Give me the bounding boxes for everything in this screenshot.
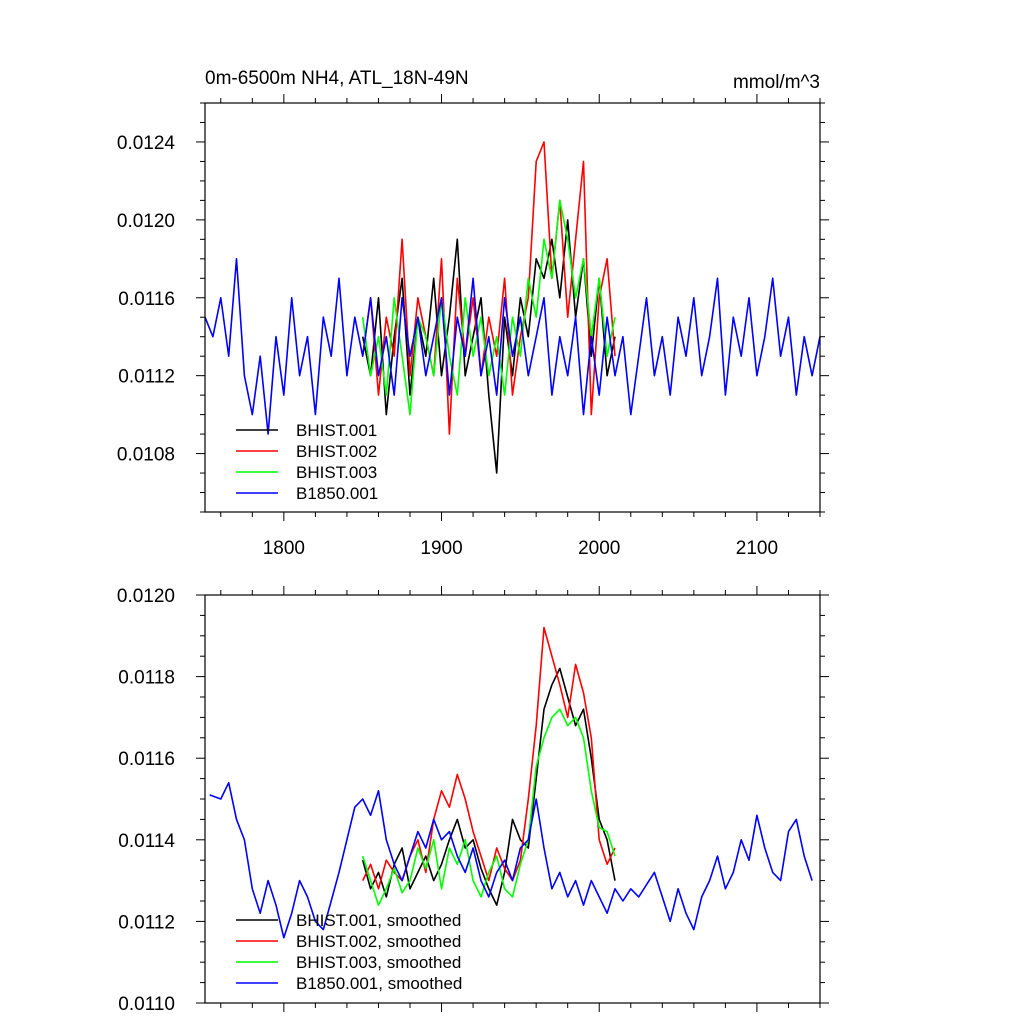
top-axes: 1800 1900 2000 2100 0.0108 0.0112 0.0116 0.0120…: [117, 94, 829, 559]
units-label: mmol/m^3: [733, 72, 820, 93]
legend-label-1: BHIST.002, smoothed: [296, 932, 461, 951]
y-tick-label: 0.0120: [117, 586, 175, 607]
chart-title: 0m-6500m NH4, ATL_18N-49N: [205, 68, 469, 89]
y-tick-label: 0.0108: [117, 445, 175, 466]
legend-label-3: B1850.001: [296, 484, 378, 503]
plot-frame: [204, 102, 821, 513]
y-tick-label: 0.0124: [117, 133, 176, 154]
top-legend: BHIST.001 BHIST.002 BHIST.003 B1850.001: [236, 421, 378, 503]
series-line-1: [361, 141, 616, 435]
legend-label-2: BHIST.003: [296, 463, 377, 482]
bottom-panel: 0.0110 0.0112 0.0114 0.0116 0.0118 0.0120 BHI…: [117, 586, 829, 1015]
y-tick-label: 0.0112: [118, 367, 175, 388]
legend-label-3: B1850.001, smoothed: [296, 974, 462, 993]
y-tick-label: 0.0118: [118, 668, 175, 689]
x-tick-label: 1900: [420, 538, 462, 559]
legend-label-1: BHIST.002: [296, 442, 377, 461]
x-tick-label: 2000: [578, 538, 620, 559]
x-tick-label: 1800: [263, 538, 305, 559]
y-tick-label: 0.0112: [118, 912, 175, 933]
bottom-series-layer: [209, 626, 813, 939]
y-tick-label: 0.0120: [117, 211, 175, 232]
series-line-3: [209, 781, 813, 939]
legend-label-2: BHIST.003, smoothed: [296, 953, 461, 972]
legend-label-0: BHIST.001: [296, 421, 377, 440]
top-panel: 0m-6500m NH4, ATL_18N-49N mmol/m^3 1800 1…: [117, 68, 829, 559]
series-line-3: [204, 257, 821, 435]
bottom-legend: BHIST.001, smoothed BHIST.002, smoothed BH…: [236, 911, 462, 993]
y-tick-label: 0.0116: [118, 749, 175, 770]
legend-label-0: BHIST.001, smoothed: [296, 911, 461, 930]
y-tick-label: 0.0110: [118, 994, 175, 1015]
x-tick-label: 2100: [736, 538, 778, 559]
y-tick-label: 0.0116: [118, 289, 175, 310]
top-series-layer: [204, 141, 821, 474]
bottom-axes: 0.0110 0.0112 0.0114 0.0116 0.0118 0.0120: [117, 586, 829, 1015]
series-line-0: [361, 667, 616, 906]
y-tick-label: 0.0114: [118, 831, 175, 852]
series-line-2: [361, 199, 616, 416]
series-line-2: [361, 708, 616, 906]
